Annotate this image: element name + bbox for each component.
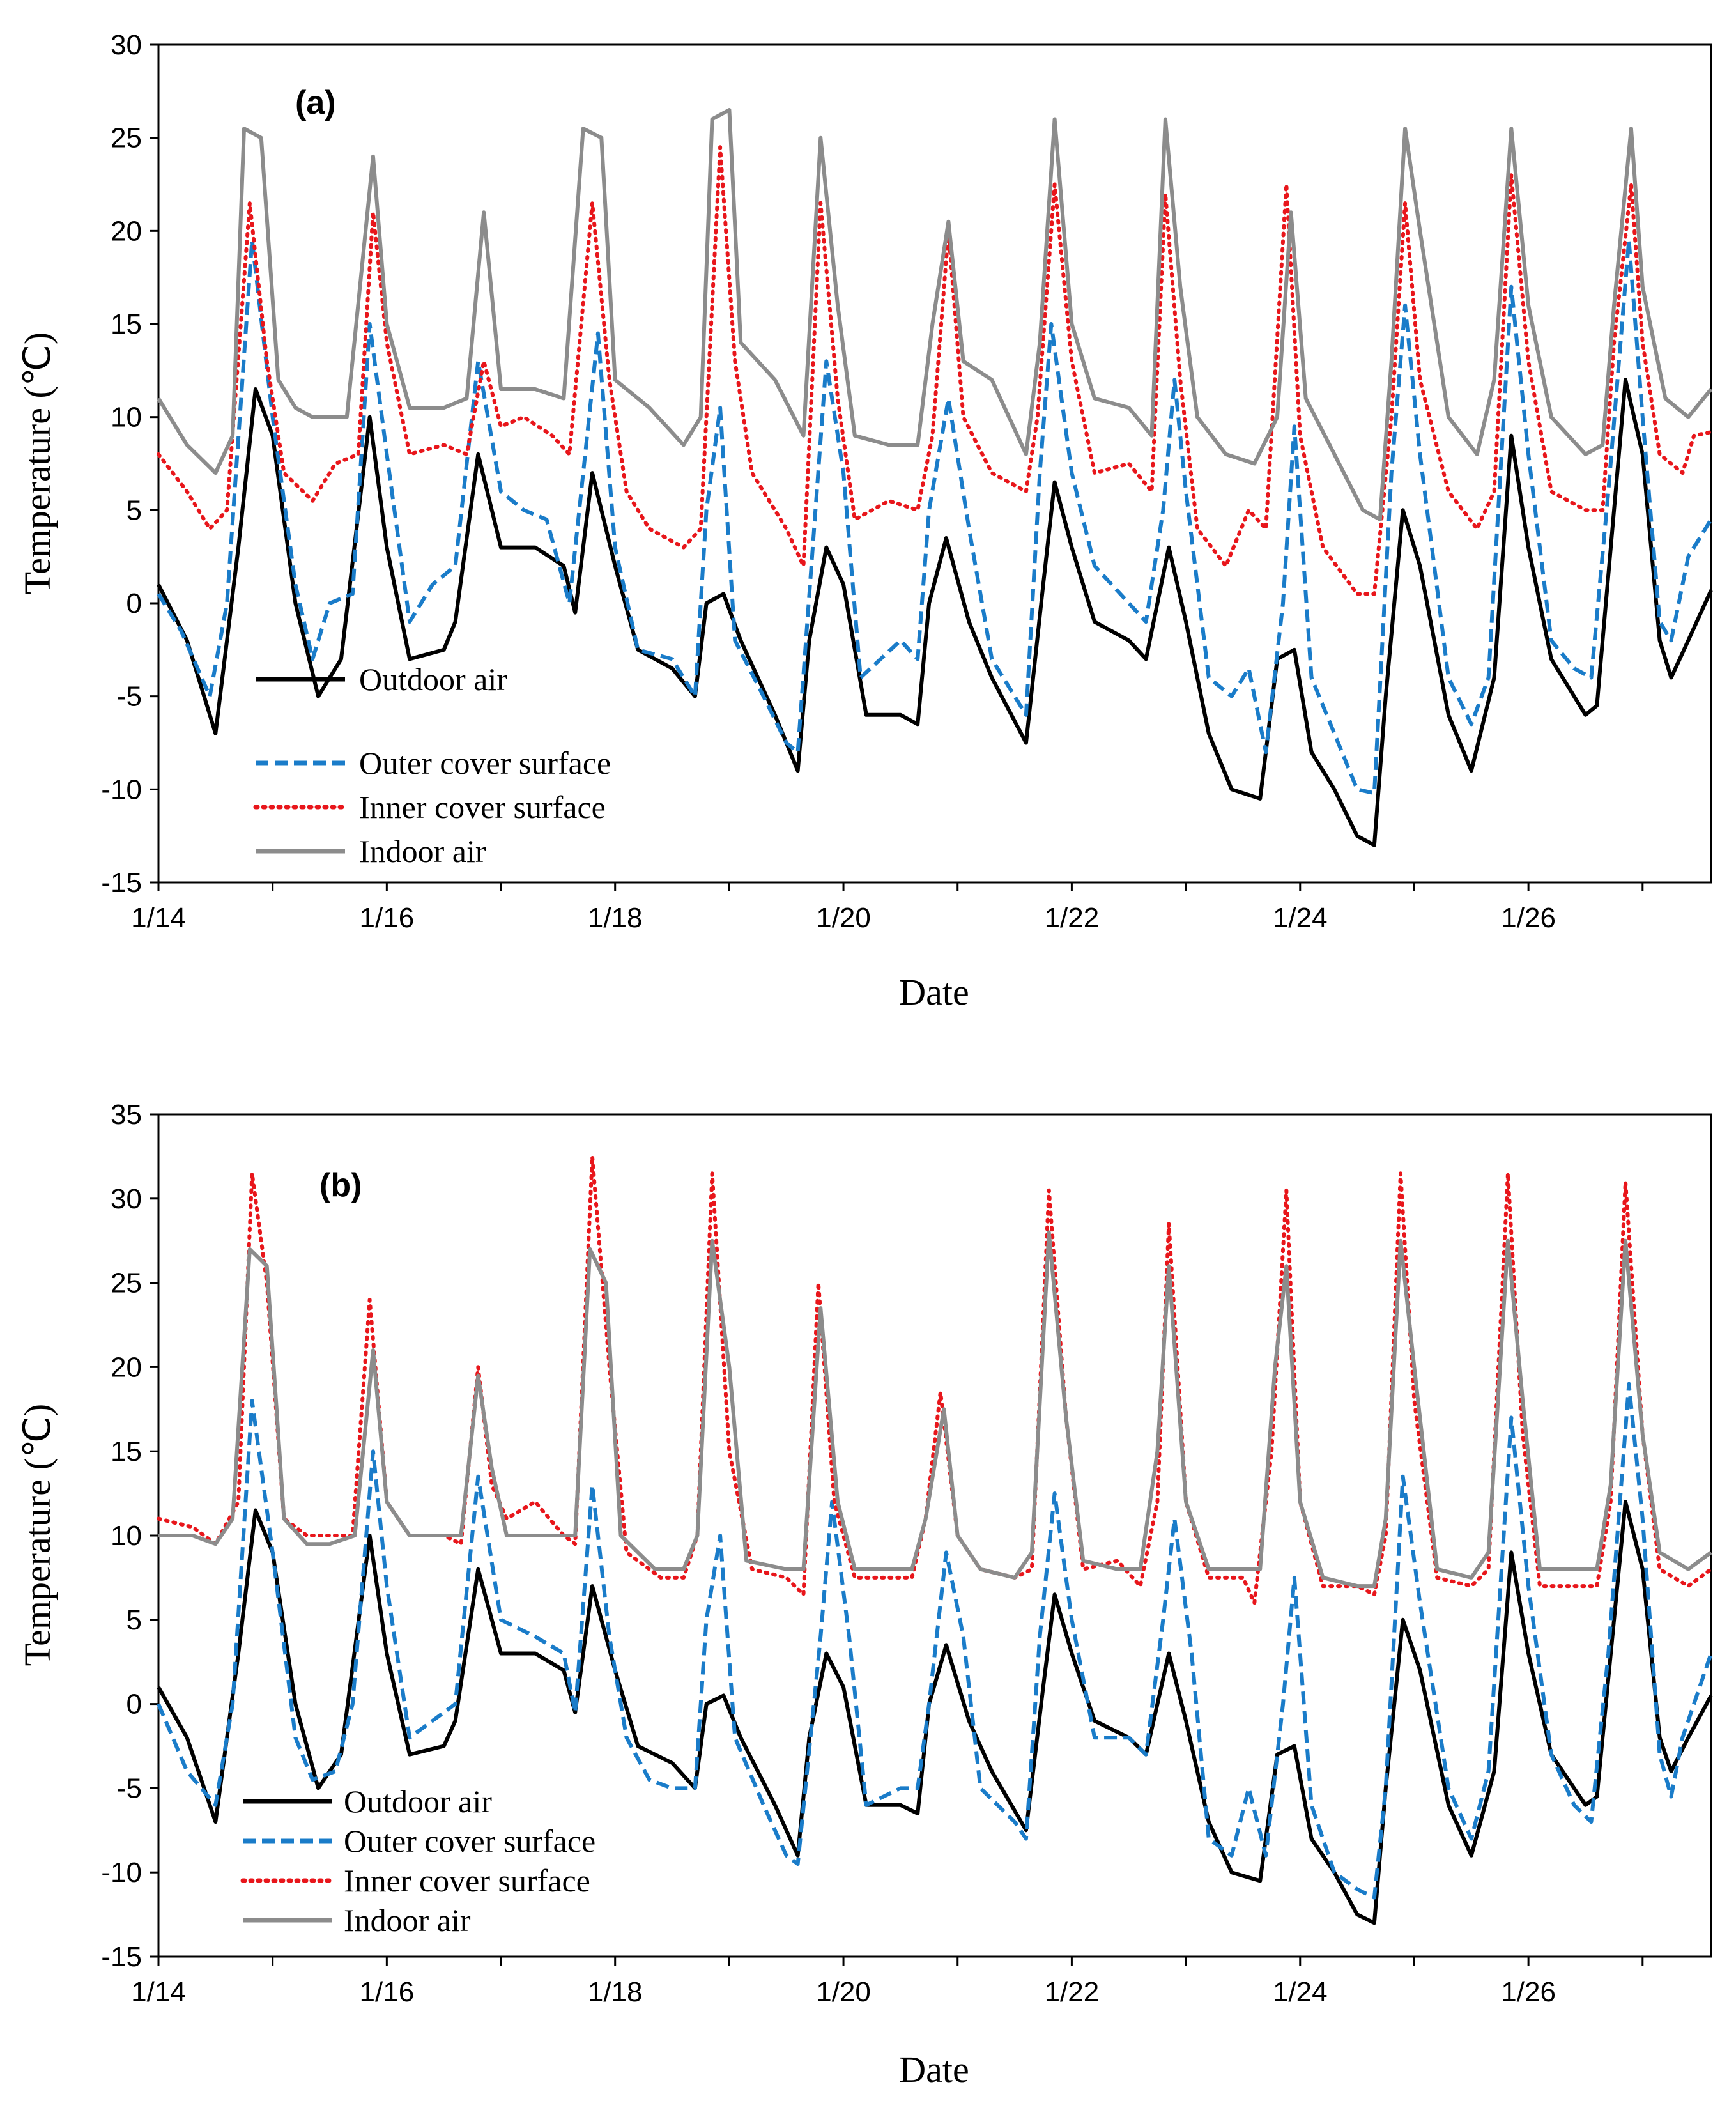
legend-b: Outdoor air Outer cover surface Inner co… — [240, 1783, 595, 1938]
y-tick-label-a: -15 — [101, 867, 142, 898]
x-tick-label-a: 1/20 — [816, 902, 871, 934]
x-tick-label-a: 1/26 — [1501, 902, 1556, 934]
y-tick-label-b: 10 — [111, 1520, 142, 1552]
series-group-b — [157, 1154, 1713, 1925]
series-line-inner-cover-surface-a — [157, 145, 1713, 596]
y-tick-label-b: -15 — [101, 1941, 142, 1973]
panel-label-b: (b) — [319, 1167, 362, 1204]
series-line-indoor-air-a — [157, 108, 1713, 521]
series-line-outdoor-air-b — [157, 1500, 1713, 1925]
x-tick-label-b: 1/22 — [1045, 1976, 1100, 2008]
legend-label-indoor-a: Indoor air — [359, 833, 486, 869]
series-line-outer-cover-surface-b — [157, 1382, 1713, 1900]
y-tick-label-a: 30 — [111, 29, 142, 61]
x-tick-label-b: 1/16 — [360, 1976, 415, 2008]
y-tick-label-a: 0 — [127, 588, 142, 619]
x-tick-label-b: 1/18 — [588, 1976, 643, 2008]
y-tick-label-b: 5 — [127, 1605, 142, 1636]
y-tick-label-b: 20 — [111, 1351, 142, 1383]
x-tick-label-a: 1/14 — [131, 902, 186, 934]
y-tick-label-b: 15 — [111, 1436, 142, 1467]
y-tick-label-b: 0 — [127, 1689, 142, 1720]
legend-a: Outdoor air Outer cover surface Inner co… — [253, 661, 611, 869]
panel-label-a: (a) — [295, 84, 336, 121]
y-tick-label-b: -10 — [101, 1857, 142, 1888]
x-tick-label-b: 1/20 — [816, 1976, 871, 2008]
panel-b: -15 -10 -5 0 5 10 15 20 25 30 35 1/14 1/16 1/18 1/20 1/… — [17, 1099, 1713, 2090]
plot-area-a — [157, 43, 1712, 884]
y-tick-label-a: 15 — [111, 309, 142, 340]
x-axis-title-b: Date — [899, 2049, 969, 2090]
x-axis-title-a: Date — [899, 971, 969, 1013]
x-tick-label-a: 1/24 — [1273, 902, 1328, 934]
series-line-indoor-air-b — [158, 1230, 1712, 1589]
y-tick-label-a: -10 — [101, 774, 142, 805]
y-axis-title-a: Temperature (℃) — [17, 332, 58, 594]
legend-label-inner-b: Inner cover surface — [344, 1863, 590, 1898]
y-tick-label-a: 25 — [111, 123, 142, 154]
x-tick-label-b: 1/26 — [1501, 1976, 1556, 2008]
y-tick-label-b: -5 — [117, 1773, 142, 1804]
series-line-inner-cover-surface-b — [157, 1154, 1713, 1605]
legend-label-outer-a: Outer cover surface — [359, 745, 611, 781]
legend-label-outer-b: Outer cover surface — [344, 1823, 595, 1859]
legend-label-indoor-b: Indoor air — [344, 1902, 471, 1938]
y-tick-label-a: 20 — [111, 215, 142, 247]
axes-b: -15 -10 -5 0 5 10 15 20 25 30 35 1/14 1/16 1/18 1/20 1/… — [101, 1099, 1644, 2008]
panel-a: -15 -10 -5 0 5 10 15 20 25 30 1/14 1/16 1/18 1/20 1/22… — [17, 29, 1713, 1013]
x-tick-label-a: 1/22 — [1045, 902, 1100, 934]
y-tick-label-a: 5 — [127, 495, 142, 526]
series-line-outer-cover-surface-a — [157, 238, 1713, 796]
y-tick-label-b: 25 — [111, 1268, 142, 1299]
x-tick-label-a: 1/18 — [588, 902, 643, 934]
series-line-outdoor-air-a — [157, 378, 1713, 847]
x-tick-label-b: 1/14 — [131, 1976, 186, 2008]
series-group-a — [157, 108, 1713, 847]
legend-label-inner-a: Inner cover surface — [359, 789, 606, 825]
x-tick-label-a: 1/16 — [360, 902, 415, 934]
axes-a: -15 -10 -5 0 5 10 15 20 25 30 1/14 1/16 1/18 1/20 1/22… — [101, 29, 1644, 934]
y-tick-label-b: 30 — [111, 1183, 142, 1215]
y-tick-label-a: 10 — [111, 402, 142, 433]
y-tick-label-b: 35 — [111, 1099, 142, 1130]
legend-label-outdoor-a: Outdoor air — [359, 661, 507, 697]
legend-label-outdoor-b: Outdoor air — [344, 1783, 492, 1819]
y-axis-title-b: Temperature (℃) — [17, 1404, 58, 1666]
y-tick-label-a: -5 — [117, 681, 142, 712]
x-tick-label-b: 1/24 — [1273, 1976, 1328, 2008]
